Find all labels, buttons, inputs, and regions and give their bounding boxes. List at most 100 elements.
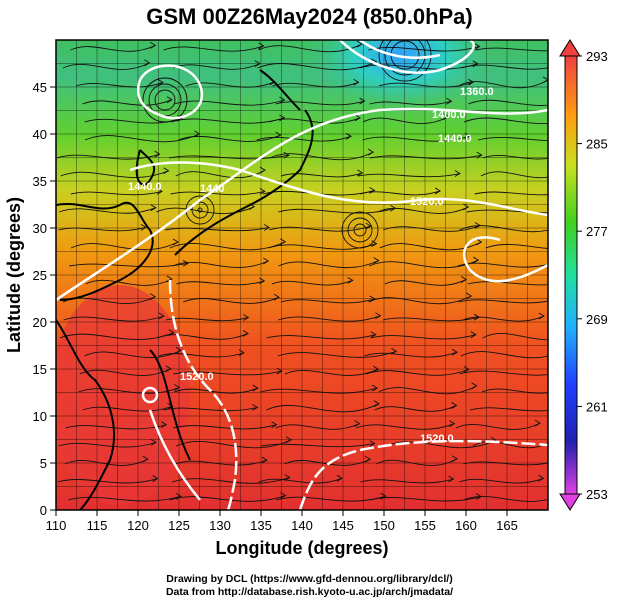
streamline — [379, 241, 482, 251]
streamline — [173, 370, 283, 376]
x-tick-label: 155 — [414, 518, 436, 533]
streamline — [369, 100, 452, 106]
streamline-arrow — [474, 43, 481, 50]
streamline — [378, 385, 477, 395]
streamline-swirl — [197, 207, 203, 213]
streamline-arrow — [551, 259, 556, 265]
streamline-arrow — [279, 238, 287, 246]
streamline — [65, 424, 167, 430]
streamline-arrow — [365, 222, 372, 230]
streamline — [462, 315, 545, 322]
streamline — [170, 117, 285, 124]
streamline — [269, 225, 371, 232]
streamline-arrow — [261, 456, 268, 464]
streamline — [362, 135, 471, 142]
streamline-arrow — [280, 492, 287, 499]
y-tick-label: 20 — [33, 315, 47, 330]
streamline-arrow — [451, 402, 458, 409]
streamline — [82, 99, 173, 106]
streamline — [467, 281, 548, 286]
streamline-arrow — [156, 188, 163, 195]
streamline-arrow — [463, 365, 470, 373]
streamline-arrow — [472, 60, 479, 68]
x-axis: 110 115 120 125 130 135 140 145 150 155 160 165 — [46, 510, 518, 533]
x-tick-label: 160 — [455, 518, 477, 533]
streamline-arrow — [150, 204, 157, 212]
streamline — [370, 334, 477, 340]
streamline-arrow — [466, 292, 473, 300]
streamline-arrow — [454, 170, 461, 177]
streamline — [172, 63, 261, 70]
credit-line-data: Data from http://database.rish.kyoto-u.a… — [165, 586, 454, 598]
streamline-arrow — [243, 314, 250, 321]
streamline — [284, 458, 371, 466]
streamline — [376, 458, 458, 466]
streamline-swirl — [154, 89, 176, 111]
streamline — [463, 117, 548, 124]
contour-label: 1400.0 — [432, 109, 466, 121]
x-tick-label: 145 — [332, 518, 354, 533]
streamline-arrow — [559, 61, 564, 67]
streamline — [183, 296, 280, 304]
colorbar-tick-label: 253 — [586, 487, 608, 502]
streamline-arrow — [353, 78, 360, 86]
streamline-arrow — [476, 238, 483, 246]
streamline — [385, 439, 497, 449]
streamline-arrow — [375, 312, 382, 320]
streamline-arrow — [150, 438, 157, 446]
streamline-arrow — [371, 58, 378, 66]
streamline-swirl — [384, 40, 426, 76]
streamline-arrow — [279, 114, 286, 122]
streamline — [85, 278, 173, 286]
x-tick-label: 130 — [209, 518, 231, 533]
streamline-arrow — [174, 384, 181, 391]
streamline — [68, 495, 182, 502]
streamline-arrow — [271, 421, 278, 429]
streamline-arrow — [472, 256, 480, 264]
streamline — [355, 423, 455, 430]
streamline-arrow — [471, 382, 478, 390]
colorbar-tick-label: 261 — [586, 399, 608, 414]
streamline-arrow — [165, 365, 172, 373]
streamline — [57, 478, 158, 484]
streamline — [173, 99, 285, 106]
streamline — [459, 477, 544, 484]
streamline-arrow — [373, 257, 380, 264]
streamline — [170, 190, 265, 196]
streamline-arrow — [258, 42, 265, 50]
streamline-arrow — [172, 238, 179, 246]
streamline-arrow — [551, 458, 556, 464]
streamline-arrow — [369, 187, 376, 194]
x-axis-label: Longitude (degrees) — [215, 538, 388, 558]
x-tick-label: 115 — [87, 518, 108, 533]
x-tick-label: 125 — [168, 518, 190, 533]
streamline — [277, 350, 397, 358]
contour-label: 1520.0 — [420, 433, 454, 445]
streamline — [480, 171, 548, 179]
streamline — [169, 154, 289, 160]
streamline-arrow — [549, 437, 554, 443]
streamline — [455, 422, 541, 430]
streamline-arrow — [356, 40, 363, 48]
streamline — [284, 368, 379, 376]
streamline — [260, 443, 375, 448]
streamline — [70, 241, 179, 251]
streamline — [469, 407, 548, 412]
streamline-arrow — [259, 187, 266, 195]
y-axis-label: Latitude (degrees) — [4, 197, 24, 353]
streamline-arrow — [263, 257, 270, 265]
colorbar-tick-label: 269 — [586, 312, 608, 327]
streamline-arrow — [354, 420, 361, 428]
typhoon-marker — [141, 386, 159, 404]
x-tick-label: 165 — [496, 518, 518, 533]
y-tick-label: 30 — [33, 221, 47, 236]
streamline — [365, 368, 469, 376]
streamline — [358, 173, 461, 178]
contour-labels: 1360.0 1400.0 1440.0 1440.0 1520.0 1440 … — [128, 86, 494, 445]
streamline-arrow — [534, 419, 541, 427]
colorbar-tick-label: 285 — [586, 137, 608, 152]
streamline-arrow — [553, 296, 558, 302]
streamline — [360, 478, 454, 484]
streamline — [368, 295, 472, 305]
